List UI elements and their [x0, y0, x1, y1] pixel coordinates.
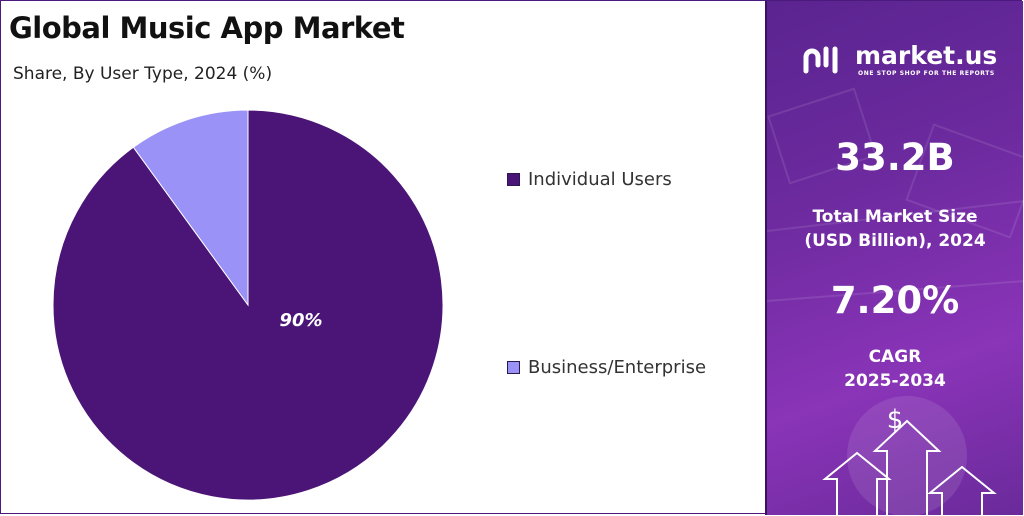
cagr-label-line1: CAGR [868, 347, 922, 367]
legend-label-individual-users: Individual Users [528, 168, 672, 190]
legend-label-business-enterprise: Business/Enterprise [528, 356, 707, 378]
cagr-label-line2: 2025-2034 [844, 371, 946, 391]
pie-chart: 90% [52, 109, 444, 501]
market-size-label-line1: Total Market Size [812, 207, 978, 227]
chart-subtitle: Share, By User Type, 2024 (%) [13, 64, 273, 84]
market-size-value: 33.2B [835, 136, 955, 179]
cagr-label: CAGR 2025-2034 [767, 345, 1023, 393]
legend-swatch-individual-users [507, 172, 520, 186]
cagr-stat: 7.20% [767, 279, 1023, 322]
legend-swatch-business-enterprise [507, 360, 520, 374]
dollar-icon: $ [886, 405, 904, 435]
market-size-label: Total Market Size (USD Billion), 2024 [767, 205, 1023, 253]
brand-logo: market.us ONE STOP SHOP FOR THE REPORTS [801, 41, 1011, 81]
pie-slice-business-enterprise [132, 109, 249, 307]
chart-title: Global Music App Market [9, 11, 405, 45]
market-us-logo-icon [803, 46, 838, 74]
legend-item-individual-users: Individual Users [507, 167, 737, 191]
legend-item-business-enterprise: Business/Enterprise [507, 355, 737, 379]
data-label-individual-users: 90% [279, 310, 322, 331]
market-size-stat: 33.2B [767, 136, 1023, 179]
decorative-background [767, 87, 1023, 515]
chart-area: Global Music App Market Share, By User T… [1, 1, 765, 515]
arrow-up-icon [822, 419, 997, 515]
logo-text: market.us [855, 41, 998, 70]
cagr-value: 7.20% [830, 279, 960, 322]
logo-tagline: ONE STOP SHOP FOR THE REPORTS [858, 70, 995, 77]
summary-panel: market.us ONE STOP SHOP FOR THE REPORTS … [765, 1, 1023, 515]
market-size-label-line2: (USD Billion), 2024 [804, 231, 986, 251]
